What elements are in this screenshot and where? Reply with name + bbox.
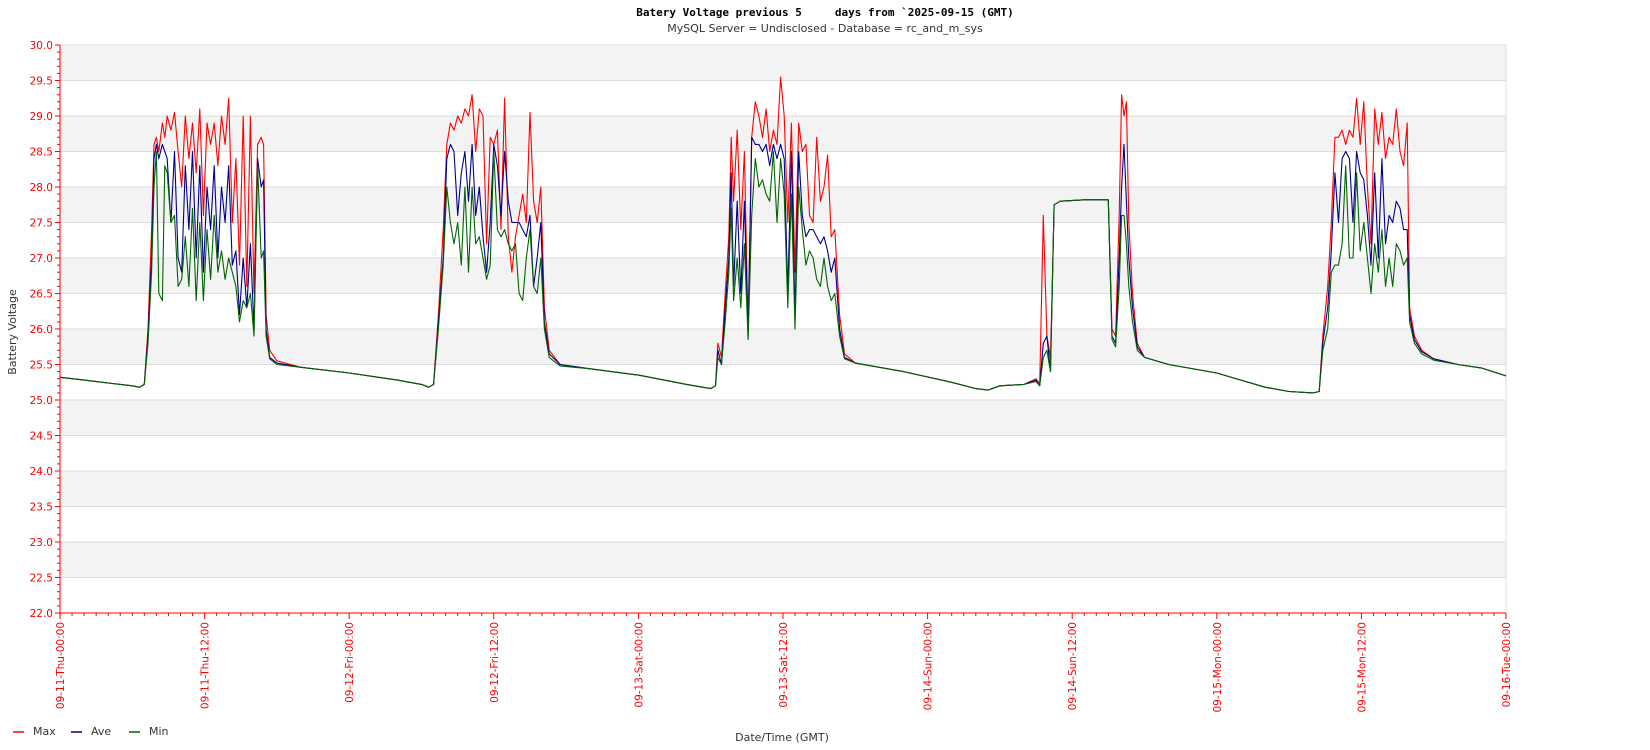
legend: Max Ave Min — [13, 725, 169, 738]
chart-title: Batery Voltage previous 5 days from `202… — [636, 6, 1014, 19]
grid-band — [60, 45, 1506, 81]
y-tick-label: 30.0 — [30, 40, 53, 52]
grid-band — [60, 364, 1506, 400]
x-tick-label: 09-11-Thu-12:00 — [200, 622, 212, 709]
y-axis-label: Battery Voltage — [6, 289, 19, 375]
x-tick-label: 09-14-Sun-00:00 — [923, 622, 935, 710]
y-tick-label: 26.0 — [30, 324, 53, 336]
grid-band — [60, 435, 1506, 471]
y-tick-label: 27.5 — [30, 218, 53, 230]
x-tick-label: 09-14-Sun-12:00 — [1067, 622, 1079, 710]
grid-band — [60, 506, 1506, 542]
grid-band — [60, 400, 1506, 436]
y-tick-label: 25.5 — [30, 360, 53, 372]
y-tick-label: 28.0 — [30, 182, 53, 194]
x-tick-label: 09-12-Fri-00:00 — [344, 622, 356, 703]
grid-band — [60, 258, 1506, 294]
legend-label-min: Min — [149, 725, 169, 738]
x-tick-label: 09-15-Mon-00:00 — [1212, 622, 1224, 713]
x-tick-labels: 09-11-Thu-00:00 09-11-Thu-12:00 09-12-Fri-… — [55, 622, 1513, 713]
y-tick-label: 23.0 — [30, 537, 53, 549]
x-tick-label: 09-13-Sat-00:00 — [633, 622, 645, 708]
x-tick-label: 09-11-Thu-00:00 — [55, 622, 67, 709]
grid-band — [60, 471, 1506, 507]
y-tick-label: 22.5 — [30, 573, 53, 585]
y-tick-label: 23.5 — [30, 502, 53, 514]
y-tick-label: 29.0 — [30, 111, 53, 123]
axes — [55, 44, 1507, 619]
y-tick-label: 26.5 — [30, 289, 53, 301]
grid-band — [60, 222, 1506, 258]
y-tick-label: 29.5 — [30, 76, 53, 88]
grid-bands — [60, 44, 1507, 613]
y-tick-label: 22.0 — [30, 608, 53, 620]
legend-label-max: Max — [33, 725, 56, 738]
grid-band — [60, 542, 1506, 578]
x-axis-label: Date/Time (GMT) — [735, 731, 829, 744]
grid-band — [60, 293, 1506, 329]
y-tick-label: 24.5 — [30, 431, 53, 443]
y-tick-label: 25.0 — [30, 395, 53, 407]
series-line-min — [59, 150, 1507, 394]
grid-band — [60, 329, 1506, 365]
y-tick-label: 24.0 — [30, 466, 53, 478]
y-tick-labels: 30.0 29.5 29.0 28.5 28.0 27.5 27.0 26.5 26.0 25.5… — [30, 40, 53, 620]
y-tick-label: 28.5 — [30, 147, 53, 159]
grid-band — [60, 187, 1506, 223]
grid-band — [60, 577, 1506, 613]
legend-label-ave: Ave — [91, 725, 111, 738]
chart-subtitle: MySQL Server = Undisclosed - Database = … — [667, 22, 983, 35]
x-tick-label: 09-16-Tue-00:00 — [1501, 622, 1513, 707]
grid-band — [60, 116, 1506, 152]
x-tick-label: 09-12-Fri-12:00 — [489, 622, 501, 703]
x-tick-label: 09-13-Sat-12:00 — [778, 622, 790, 708]
x-tick-label: 09-15-Mon-12:00 — [1356, 622, 1368, 713]
series-lines — [59, 76, 1507, 394]
y-tick-label: 27.0 — [30, 253, 53, 265]
